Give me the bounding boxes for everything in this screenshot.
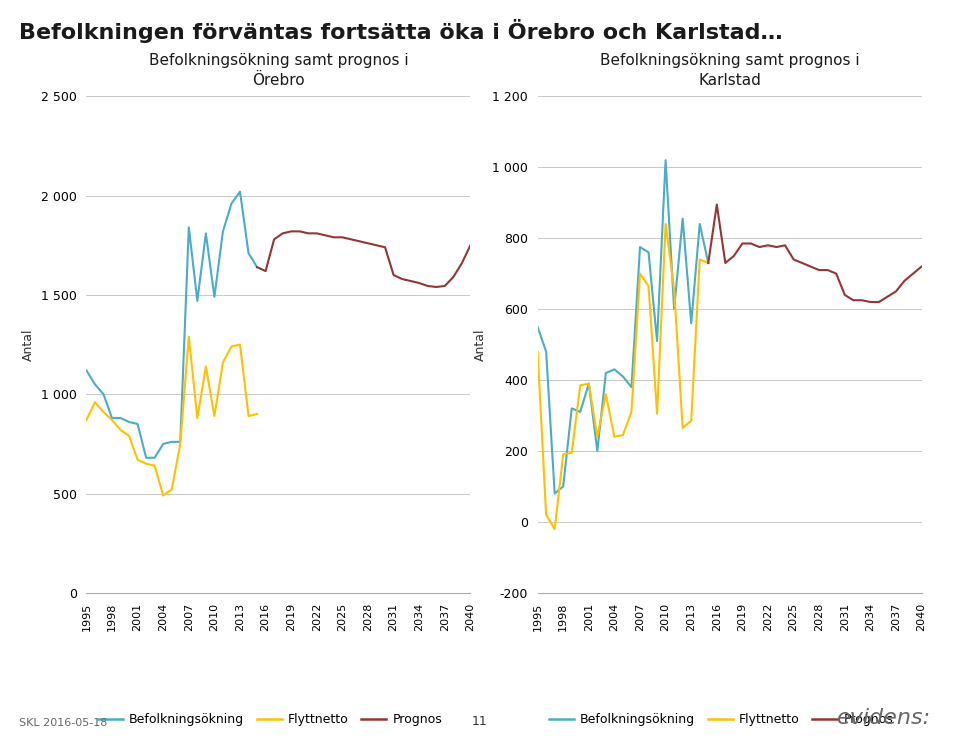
- Y-axis label: Antal: Antal: [22, 328, 36, 361]
- Legend: Befolkningsökning, Flyttnetto, Prognos: Befolkningsökning, Flyttnetto, Prognos: [93, 708, 447, 731]
- Text: Befolkningen förväntas fortsätta öka i Örebro och Karlstad…: Befolkningen förväntas fortsätta öka i Ö…: [19, 19, 782, 42]
- Y-axis label: Antal: Antal: [473, 328, 487, 361]
- Title: Befolkningsökning samt prognos i
Örebro: Befolkningsökning samt prognos i Örebro: [149, 53, 408, 88]
- Text: evidens:: evidens:: [837, 708, 931, 728]
- Title: Befolkningsökning samt prognos i
Karlstad: Befolkningsökning samt prognos i Karlsta…: [600, 53, 859, 88]
- Legend: Befolkningsökning, Flyttnetto, Prognos: Befolkningsökning, Flyttnetto, Prognos: [544, 708, 899, 731]
- Text: 11: 11: [472, 714, 488, 728]
- Text: SKL 2016-05-18: SKL 2016-05-18: [19, 718, 108, 728]
